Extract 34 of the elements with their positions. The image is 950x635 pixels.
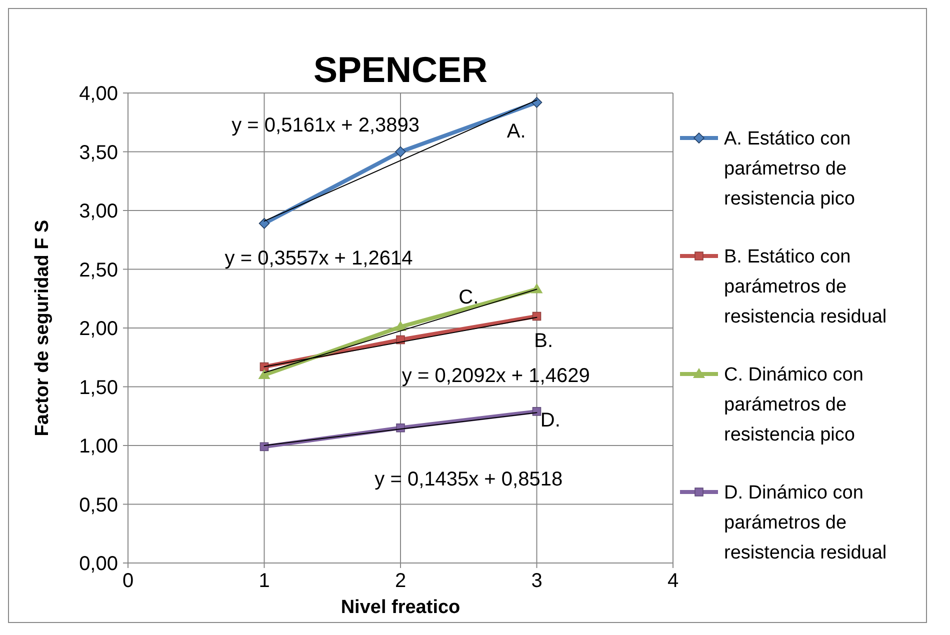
y-tick-label: 3,50: [79, 142, 118, 164]
y-tick-label: 1,00: [79, 436, 118, 458]
x-tick-label: 1: [258, 570, 270, 592]
legend-label: A. Estático con parámetrso de resistencia pico: [724, 128, 855, 210]
y-tick-label: 0,50: [79, 494, 118, 516]
point: [532, 407, 542, 416]
annotation: y = 0,3557x + 1,2614: [224, 248, 413, 270]
x-axis-title: Nivel freatico: [340, 597, 460, 618]
point: [258, 369, 270, 379]
annotation: C.: [458, 286, 479, 308]
annotation: y = 0,2092x + 1,4629: [402, 365, 590, 387]
annotation: A.: [506, 120, 526, 143]
y-tick-label: 1,50: [79, 376, 118, 399]
y-tick-label: 4,00: [79, 83, 118, 105]
y-axis-title: Factor de seguridad F S: [32, 220, 53, 436]
x-tick-label: 0: [122, 570, 134, 592]
x-tick-label: 3: [531, 570, 542, 592]
point: [394, 320, 406, 331]
legend-label: C. Dinámico con parámetros de resistencia pico: [724, 364, 864, 446]
y-tick-label: 0,00: [79, 553, 118, 575]
y-tick-label: 2,50: [79, 259, 118, 282]
x-tick-label: 4: [667, 570, 679, 592]
x-tick-label: 2: [394, 570, 406, 592]
legend-label: B. Estático con parámetros de resistencia residual: [724, 246, 887, 328]
point: [395, 146, 406, 158]
annotation: y = 0,5161x + 2,3893: [232, 114, 420, 137]
annotation: B.: [534, 330, 554, 352]
y-tick-label: 2,00: [79, 318, 118, 340]
y-tick-label: 3,00: [79, 200, 118, 222]
legend-label: D. Dinámico con parámetros de resistencia residual: [724, 482, 887, 564]
annotation: y = 0,1435x + 0,8518: [374, 468, 563, 490]
chart-title: SPENCER: [313, 49, 488, 90]
point: [258, 218, 270, 229]
annotation: D.: [540, 410, 560, 432]
